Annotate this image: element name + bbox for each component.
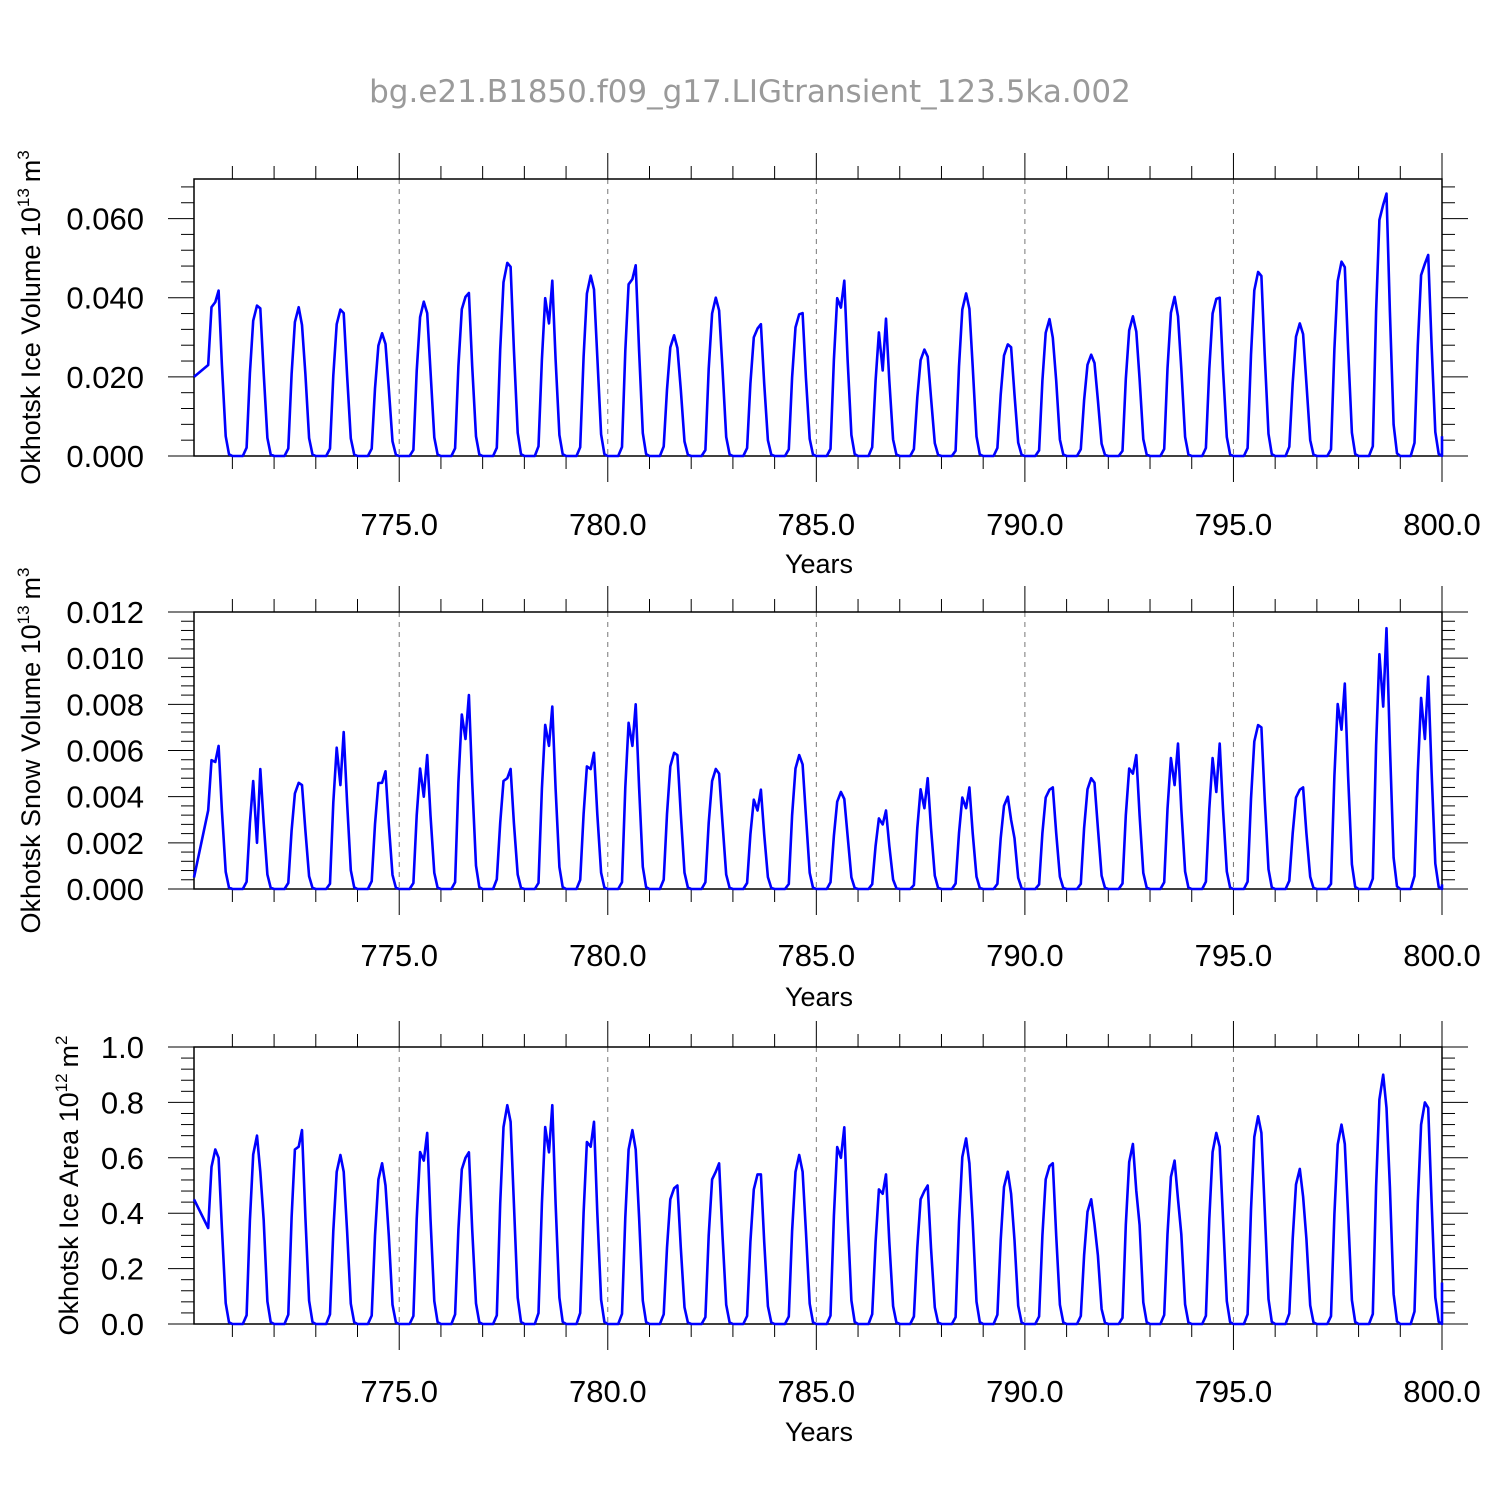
x-tick-label: 785.0 — [778, 507, 856, 542]
y-tick-label: 0.008 — [66, 687, 144, 722]
x-tick-label: 795.0 — [1195, 1374, 1273, 1409]
x-tick-label: 780.0 — [569, 938, 647, 973]
x-tick-label: 800.0 — [1403, 507, 1481, 542]
y-tick-label: 0.040 — [66, 281, 144, 316]
x-tick-label: 775.0 — [360, 1374, 438, 1409]
y-tick-label: 0.006 — [66, 734, 144, 769]
y-tick-label: 0.000 — [66, 872, 144, 907]
x-tick-label: 790.0 — [986, 938, 1064, 973]
y-axis-title: Okhotsk Snow Volume 1013 m3 — [14, 567, 46, 933]
y-axis-title: Okhotsk Ice Area 1012 m2 — [52, 1035, 84, 1335]
y-axis-title-unit: m — [54, 1045, 84, 1068]
y-tick-label: 1.0 — [101, 1030, 144, 1065]
y-axis-title-unit: m — [16, 577, 46, 600]
panels: 0.000 0.020 0.040 0.060 775.0 780.0 785.0 790.0… — [14, 150, 1481, 1447]
y-tick-label: 0.012 — [66, 595, 144, 630]
series-line — [192, 626, 1444, 891]
y-axis-title-unit-exp: 2 — [52, 1035, 71, 1044]
x-axis-title: Years — [785, 1417, 853, 1447]
y-axis-title-unit-exp: 3 — [14, 567, 33, 576]
y-axis-title-text: Okhotsk Ice Volume 10 — [16, 207, 46, 485]
y-tick-label: 0.2 — [101, 1252, 144, 1287]
y-tick-label: 0.004 — [66, 780, 144, 815]
x-axis-title: Years — [785, 982, 853, 1012]
y-tick-label: 0.6 — [101, 1141, 144, 1176]
x-tick-label: 775.0 — [360, 938, 438, 973]
plot-frame — [193, 1046, 1443, 1325]
x-tick-label: 800.0 — [1403, 1374, 1481, 1409]
panel-3: 0.0 0.2 0.4 0.6 0.8 1.0 775.0 780.0 785.0 790.0 79… — [52, 1021, 1481, 1447]
y-tick-label: 0.000 — [66, 439, 144, 474]
x-tick-label: 775.0 — [360, 507, 438, 542]
x-tick-label: 790.0 — [986, 507, 1064, 542]
x-tick-label: 785.0 — [778, 938, 856, 973]
y-axis-title-unit: m — [16, 160, 46, 183]
x-tick-label: 780.0 — [569, 1374, 647, 1409]
x-axis-title: Years — [785, 549, 853, 579]
x-tick-label: 795.0 — [1195, 507, 1273, 542]
y-tick-label: 0.060 — [66, 202, 144, 237]
y-axis-title-text: Okhotsk Snow Volume 10 — [16, 624, 46, 933]
y-axis-title-exp: 13 — [14, 188, 33, 207]
y-axis-title-exp: 13 — [14, 605, 33, 624]
plot-frame — [193, 178, 1443, 457]
y-tick-label: 0.8 — [101, 1085, 144, 1120]
y-axis-title-text: Okhotsk Ice Area 10 — [54, 1092, 84, 1335]
y-axis-title-exp: 12 — [52, 1073, 71, 1092]
y-tick-label: 0.0 — [101, 1307, 144, 1342]
x-tick-label: 795.0 — [1195, 938, 1273, 973]
panel-1: 0.000 0.020 0.040 0.060 775.0 780.0 785.0 790.0… — [14, 150, 1481, 579]
series-line — [193, 192, 1444, 458]
series-line — [192, 1073, 1444, 1326]
y-tick-label: 0.010 — [66, 641, 144, 676]
y-tick-label: 0.4 — [101, 1196, 144, 1231]
panel-2: 0.000 0.002 0.004 0.006 0.008 0.010 0.012 775.0… — [14, 567, 1481, 1012]
y-axis-title: Okhotsk Ice Volume 1013 m3 — [14, 150, 46, 485]
x-tick-label: 800.0 — [1403, 938, 1481, 973]
y-axis-title-unit-exp: 3 — [14, 150, 33, 159]
x-tick-label: 785.0 — [778, 1374, 856, 1409]
chart-title: bg.e21.B1850.f09_g17.LIGtransient_123.5k… — [369, 74, 1131, 110]
y-tick-label: 0.002 — [66, 826, 144, 861]
x-tick-label: 780.0 — [569, 507, 647, 542]
y-tick-label: 0.020 — [66, 360, 144, 395]
x-tick-label: 790.0 — [986, 1374, 1064, 1409]
